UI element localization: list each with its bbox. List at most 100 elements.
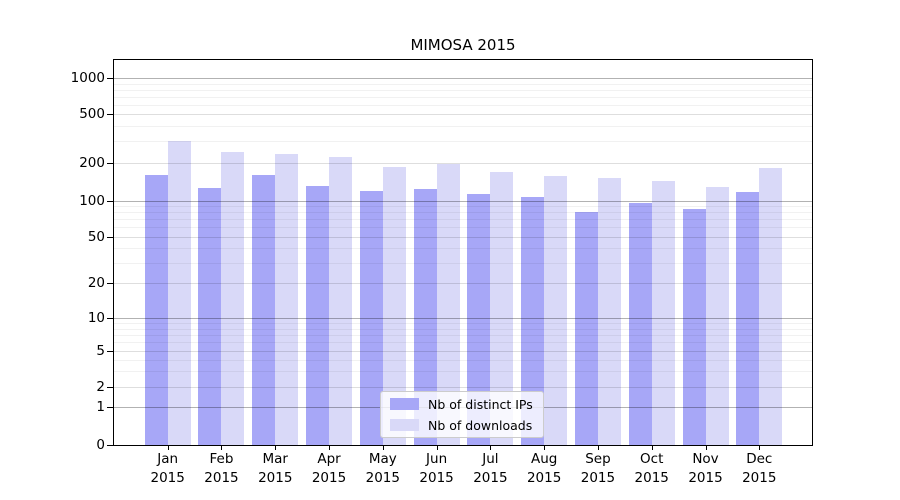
- bar-nb-of-distinct-ips-jun: [413, 189, 437, 445]
- x-axis-tick-label-apr: Apr 2015: [311, 451, 347, 486]
- bar-nb-of-downloads-dec: [759, 168, 783, 445]
- x-axis-tick-dec: [759, 446, 761, 450]
- x-axis-tick-mar: [275, 446, 277, 450]
- x-axis-tick-label-dec: Dec 2015: [742, 451, 777, 486]
- gridline-minor: [114, 227, 812, 229]
- gridline-50: [114, 236, 812, 238]
- plot-area: [113, 59, 813, 446]
- y-axis-tick-500: [107, 114, 113, 116]
- x-axis-tick-jun: [436, 446, 438, 450]
- gridline-minor: [114, 370, 812, 372]
- x-axis-tick-jul: [490, 446, 492, 450]
- bar-nb-of-downloads-jul: [490, 171, 514, 445]
- legend-item-distinct-ips: Nb of distinct IPs: [390, 397, 543, 412]
- legend: Nb of distinct IPs Nb of downloads: [380, 391, 544, 438]
- x-axis-tick-label-aug: Aug 2015: [526, 451, 562, 486]
- gridline-minor: [114, 206, 812, 208]
- bar-nb-of-downloads-sep: [597, 178, 621, 445]
- bar-nb-of-distinct-ips-may: [359, 190, 383, 445]
- bar-nb-of-downloads-may: [382, 166, 406, 445]
- gridline-minor: [114, 323, 812, 325]
- gridline-2: [114, 386, 812, 388]
- gridline-200: [114, 162, 812, 164]
- x-axis-tick-jan: [167, 446, 169, 450]
- y-axis-tick-label-0: 0: [96, 436, 105, 453]
- bar-nb-of-downloads-jun: [436, 163, 460, 445]
- bar-nb-of-downloads-jan: [167, 141, 191, 445]
- legend-swatch-distinct-ips: [390, 398, 419, 410]
- legend-label-distinct-ips: Nb of distinct IPs: [428, 396, 533, 412]
- y-axis-tick-10: [107, 318, 113, 320]
- gridline-minor: [114, 359, 812, 361]
- bar-nb-of-distinct-ips-feb: [198, 188, 222, 445]
- gridline-500: [114, 114, 812, 116]
- y-axis-tick-label-100: 100: [79, 192, 105, 209]
- x-axis-tick-label-may: May 2015: [365, 451, 400, 486]
- bar-nb-of-distinct-ips-sep: [574, 212, 598, 445]
- y-axis-tick-1000: [107, 78, 113, 80]
- gridline-5: [114, 351, 812, 352]
- x-axis-tick-apr: [329, 446, 331, 450]
- gridline-minor: [114, 83, 812, 85]
- y-axis-tick-label-5: 5: [96, 343, 105, 359]
- legend-item-downloads: Nb of downloads: [390, 418, 543, 433]
- gridline-minor: [114, 96, 812, 98]
- y-axis-tick-50: [107, 236, 113, 238]
- gridline-1000: [114, 78, 812, 80]
- x-axis-tick-label-oct: Oct 2015: [634, 451, 669, 486]
- x-axis-tick-may: [382, 446, 384, 450]
- y-axis-tick-label-200: 200: [79, 154, 105, 171]
- y-axis-tick-20: [107, 283, 113, 285]
- gridline-minor: [114, 342, 812, 344]
- x-axis-tick-nov: [705, 446, 707, 450]
- bar-nb-of-downloads-oct: [651, 180, 675, 445]
- y-axis-tick-2: [107, 386, 113, 388]
- bar-nb-of-distinct-ips-apr: [306, 186, 330, 445]
- x-axis-tick-label-nov: Nov 2015: [688, 451, 723, 486]
- y-axis-tick-label-500: 500: [79, 106, 105, 123]
- x-axis-tick-label-sep: Sep 2015: [580, 451, 616, 486]
- bar-nb-of-distinct-ips-dec: [736, 192, 760, 445]
- bar-nb-of-downloads-mar: [275, 154, 299, 445]
- chart-title: MIMOSA 2015: [410, 36, 516, 54]
- gridline-minor: [114, 219, 812, 221]
- x-axis-tick-sep: [597, 446, 599, 450]
- legend-swatch-downloads: [390, 419, 419, 431]
- gridline-20: [114, 283, 812, 285]
- y-axis-tick-label-1000: 1000: [70, 70, 105, 87]
- x-axis-tick-label-jan: Jan 2015: [150, 451, 185, 486]
- bar-nb-of-distinct-ips-nov: [682, 208, 706, 445]
- x-axis-tick-label-jun: Jun 2015: [419, 451, 454, 486]
- gridline-minor: [114, 89, 812, 91]
- bar-nb-of-distinct-ips-jul: [467, 193, 491, 445]
- bar-nb-of-downloads-feb: [221, 151, 245, 445]
- bar-nb-of-distinct-ips-mar: [252, 174, 276, 445]
- gridline-minor: [114, 335, 812, 337]
- x-axis-tick-oct: [651, 446, 653, 450]
- gridline-minor: [114, 212, 812, 214]
- x-axis-tick-label-feb: Feb 2015: [204, 451, 239, 486]
- y-axis-tick-label-2: 2: [96, 378, 105, 395]
- gridline-minor: [114, 262, 812, 264]
- y-axis-tick-0: [107, 444, 113, 446]
- y-axis-tick-label-10: 10: [87, 310, 105, 327]
- bar-nb-of-downloads-apr: [329, 156, 353, 445]
- y-axis-tick-label-50: 50: [87, 228, 105, 245]
- x-axis-tick-label-jul: Jul 2015: [473, 451, 508, 486]
- bar-nb-of-distinct-ips-aug: [521, 196, 545, 445]
- bar-nb-of-downloads-aug: [544, 175, 568, 445]
- bar-nb-of-distinct-ips-jan: [144, 174, 168, 445]
- y-axis-tick-200: [107, 162, 113, 164]
- gridline-10: [114, 318, 812, 320]
- y-axis-tick-1: [107, 407, 113, 409]
- gridline-minor: [114, 248, 812, 250]
- y-axis-tick-5: [107, 351, 113, 352]
- x-axis-tick-aug: [544, 446, 546, 450]
- y-axis-tick-100: [107, 200, 113, 202]
- x-axis-tick-label-mar: Mar 2015: [258, 451, 293, 486]
- gridline-minor: [114, 126, 812, 128]
- gridline-minor: [114, 104, 812, 106]
- x-axis-tick-feb: [221, 446, 223, 450]
- bar-nb-of-distinct-ips-oct: [628, 203, 652, 445]
- gridline-minor: [114, 328, 812, 330]
